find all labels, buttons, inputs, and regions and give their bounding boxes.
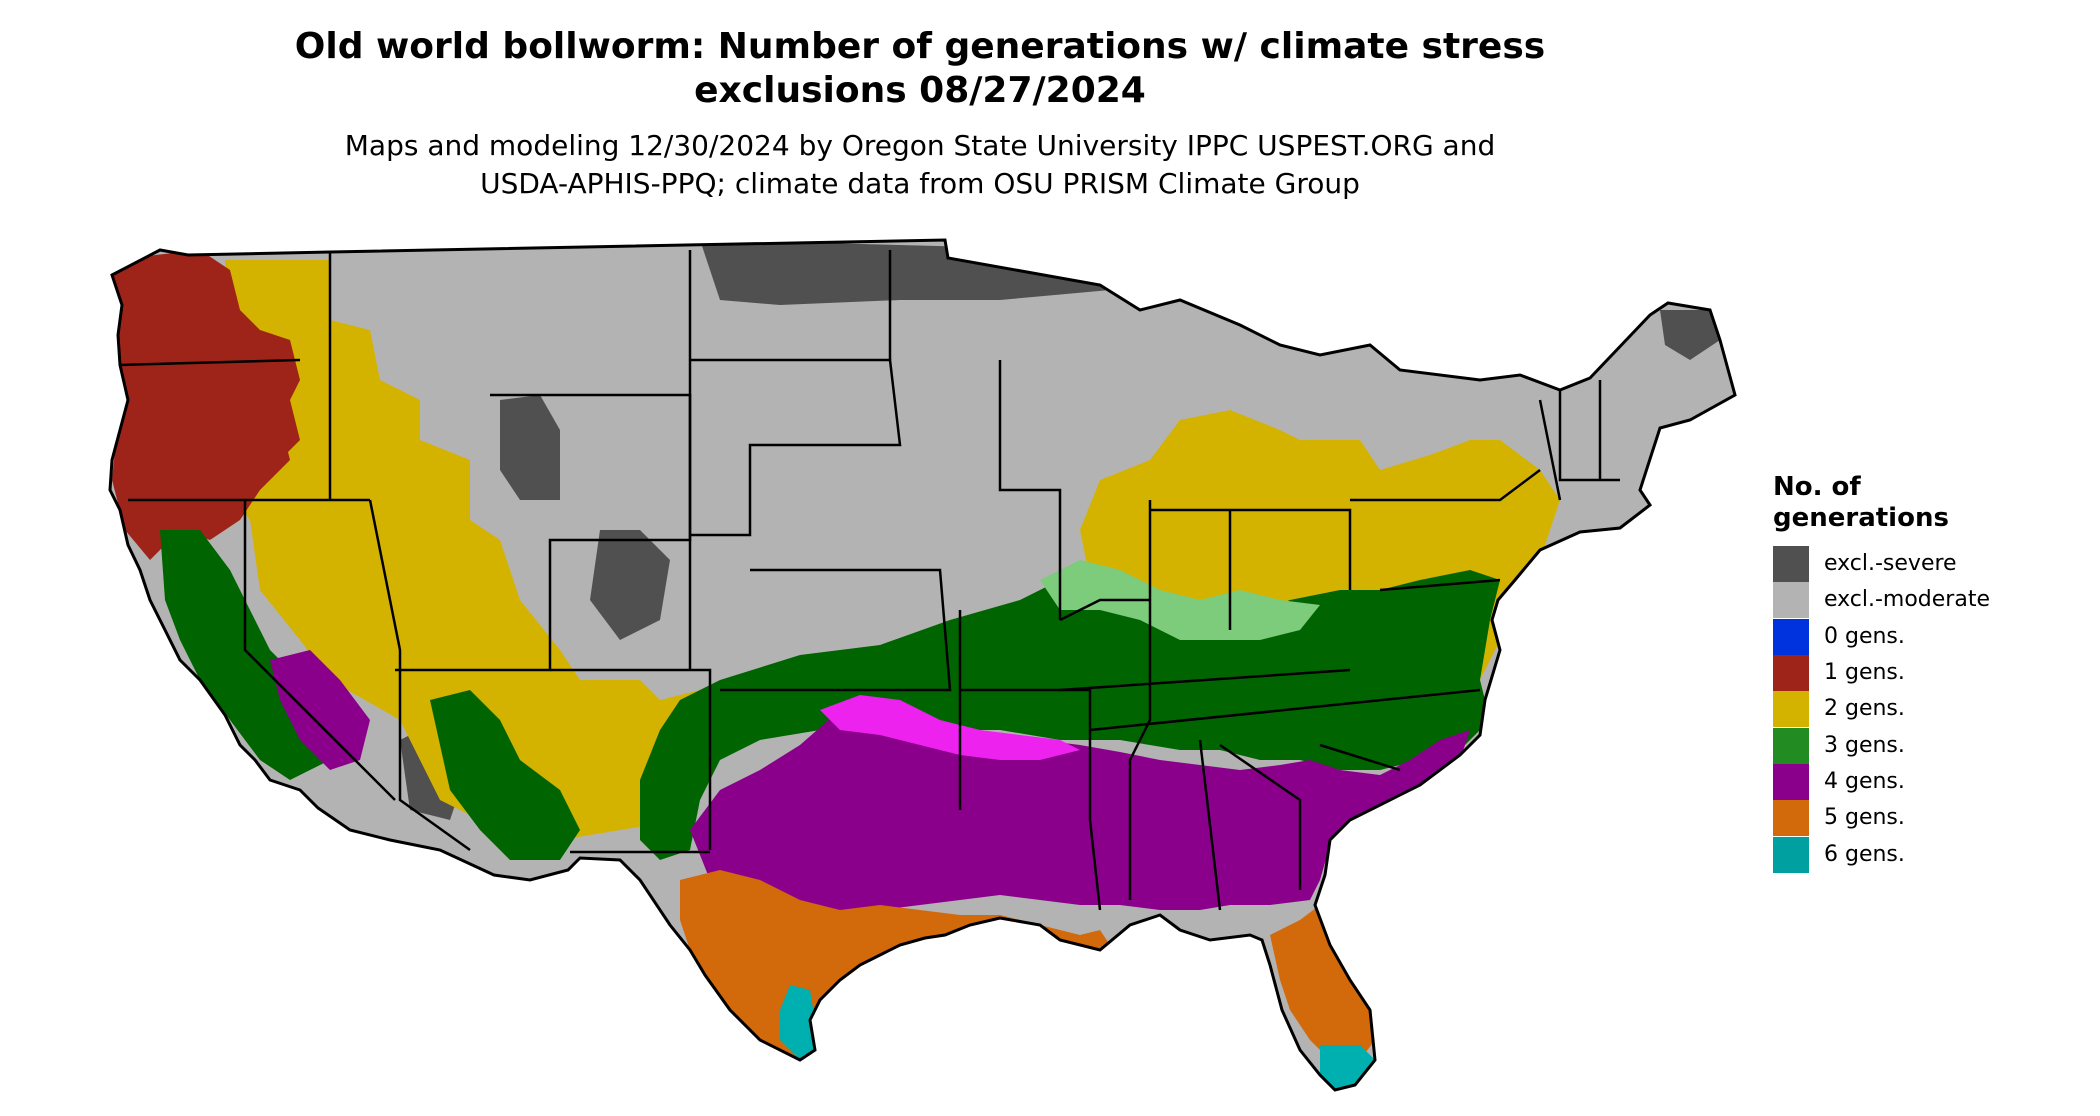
legend-swatch-1-gens [1773,655,1809,692]
state-boundary-line [1319,743,1401,772]
legend-items: excl.-severe excl.-moderate 0 gens. 1 ge… [1773,546,2073,873]
state-boundary-line [395,393,692,672]
zone-4-gens-nevada [270,650,370,770]
legend-swatch-2-gens [1773,691,1809,728]
map-title-line-1: Old world bollworm: Number of generation… [294,26,1546,67]
legend-label-4-gens: 4 gens. [1824,768,1905,794]
zone-4-gens-south [690,700,1470,930]
legend-label-1-gens: 1 gens. [1824,660,1905,686]
legend-swatch-excl-severe [1773,546,1809,583]
state-boundaries [119,250,1620,911]
legend-label-excl-moderate: excl.-moderate [1824,587,1990,613]
legend-item-4-gens: 4 gens. [1773,763,2073,800]
legend-swatch-4-gens [1773,763,1809,800]
map-legend: No. of generations excl.-severe excl.-mo… [1773,472,2073,873]
zone-5-gens-florida [1270,905,1375,1060]
zone-excl-severe-wyoming [500,395,560,500]
state-boundary-line [1150,508,1352,590]
zone-3-gens-california [160,530,330,780]
zone-3-gens-southwest [430,690,580,860]
legend-swatch-6-gens [1773,836,1809,873]
zone-excl-severe-maine [1660,310,1720,360]
state-boundary-line [1128,500,1152,900]
state-boundary-line [1379,578,1501,592]
legend-item-0-gens: 0 gens. [1773,618,2073,655]
legend-title-line-2: generations [1773,503,1949,533]
zone-2-gens-west [200,260,700,840]
legend-label-0-gens: 0 gens. [1824,623,1905,649]
legend-label-3-gens: 3 gens. [1824,732,1905,758]
legend-item-excl-severe: excl.-severe [1773,546,2073,583]
legend-item-2-gens: 2 gens. [1773,691,2073,728]
state-boundary-line [960,688,1102,911]
state-boundary-line [1089,688,1481,732]
zone-1-gens-oregon-interior [190,390,300,470]
legend-swatch-5-gens [1773,800,1809,837]
state-boundary-line [1538,399,1562,501]
map-subtitle-line-1: Maps and modeling 12/30/2024 by Oregon S… [344,129,1496,162]
legend-item-1-gens: 1 gens. [1773,655,2073,692]
zone-excl-severe-colorado [590,530,670,640]
legend-title-line-1: No. of [1773,472,1861,502]
state-boundary-line [1198,739,1222,911]
legend-item-6-gens: 6 gens. [1773,836,2073,873]
legend-item-excl-moderate: excl.-moderate [1773,582,2073,619]
state-boundary-line [368,499,471,852]
state-boundary-line [998,360,1062,620]
state-boundary-line [550,668,712,850]
zone-4-gens-light-band [820,695,1080,760]
zone-3-gens-east [640,570,1500,860]
state-boundary-line [720,568,952,692]
map-title-line-2: exclusions 08/27/2024 [694,70,1146,111]
state-boundary-line [1059,668,1351,692]
zone-6-gens-south-texas [780,985,815,1060]
legend-label-excl-severe: excl.-severe [1824,551,1957,577]
zone-6-gens-south-florida [1320,1045,1375,1090]
legend-label-5-gens: 5 gens. [1824,805,1905,831]
legend-label-2-gens: 2 gens. [1824,696,1905,722]
zone-3-gens-light-ohio-valley [1040,560,1320,640]
state-boundary-line [1350,469,1541,502]
legend-item-5-gens: 5 gens. [1773,800,2073,837]
legend-label-6-gens: 6 gens. [1824,841,1905,867]
legend-swatch-excl-moderate [1773,582,1809,619]
map-subtitle-line-2: USDA-APHIS-PPQ; climate data from OSU PR… [480,167,1360,200]
state-boundary-line [119,358,301,367]
state-boundary-line [1059,598,1150,622]
state-boundary-line [1219,743,1302,890]
legend-item-3-gens: 3 gens. [1773,727,2073,764]
state-boundary-line [243,500,396,801]
legend-swatch-0-gens [1773,618,1809,655]
zone-excl-severe-north [700,240,1110,305]
legend-swatch-3-gens [1773,727,1809,764]
state-boundary-line [690,358,902,537]
